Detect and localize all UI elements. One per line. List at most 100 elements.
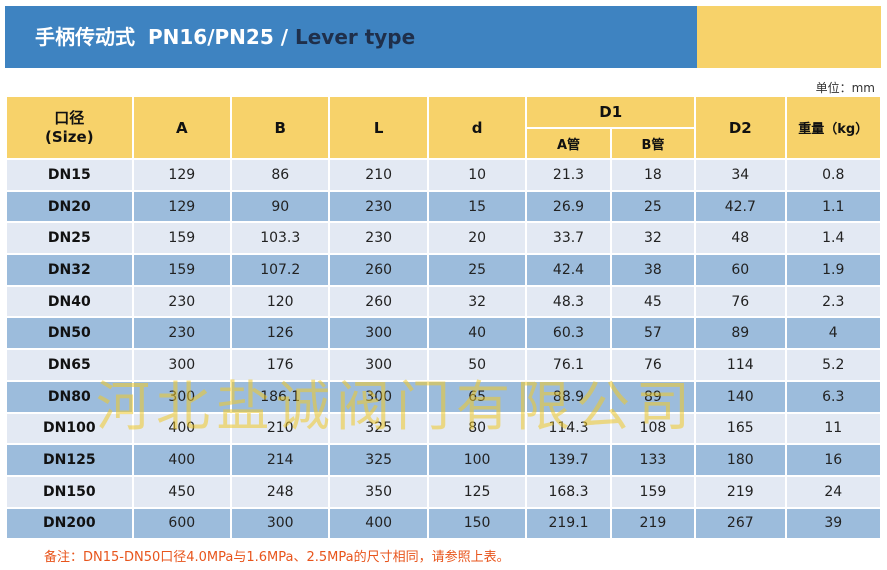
cell-d: 10 (428, 160, 526, 190)
unit-label: 单位：mm (815, 81, 875, 95)
cell-b: 103.3 (232, 223, 329, 254)
cell-dn: DN200 (7, 508, 132, 539)
cell-b: 214 (232, 445, 329, 475)
cell-dn: DN65 (7, 350, 132, 380)
cell-a: 300 (133, 350, 231, 380)
cell-d2: 42.7 (696, 191, 785, 222)
cell-a: 600 (133, 508, 231, 539)
cell-b: 86 (232, 160, 329, 190)
cell-a: 400 (133, 413, 231, 444)
cell-w: 24 (786, 476, 880, 507)
cell-w: 16 (786, 445, 880, 475)
table-row: DN150 450 248 350 125 168.3 159 219 24 (7, 476, 880, 507)
cell-dn: DN80 (7, 381, 132, 412)
cell-d1b: 89 (611, 381, 695, 412)
cell-d1b: 45 (611, 286, 695, 317)
cell-d1b: 57 (611, 318, 695, 349)
cell-d1a: 33.7 (527, 223, 610, 254)
table-row: DN40 230 120 260 32 48.3 45 76 2.3 (7, 286, 880, 317)
cell-d1b: 38 (611, 255, 695, 285)
cell-b: 248 (232, 476, 329, 507)
cell-d2: 165 (696, 413, 785, 444)
cell-d: 125 (428, 476, 526, 507)
cell-b: 107.2 (232, 255, 329, 285)
cell-d: 32 (428, 286, 526, 317)
cell-dn: DN20 (7, 191, 132, 222)
cell-d1a: 26.9 (527, 191, 610, 222)
cell-w: 1.9 (786, 255, 880, 285)
cell-d: 100 (428, 445, 526, 475)
cell-d1b: 159 (611, 476, 695, 507)
cell-dn: DN40 (7, 286, 132, 317)
header-size-en: (Size) (45, 127, 94, 146)
cell-d1a: 42.4 (527, 255, 610, 285)
cell-w: 1.1 (786, 191, 880, 222)
cell-dn: DN50 (7, 318, 132, 349)
cell-b: 126 (232, 318, 329, 349)
cell-a: 300 (133, 381, 231, 412)
cell-d1b: 25 (611, 191, 695, 222)
cell-d1b: 32 (611, 223, 695, 254)
cell-l: 350 (330, 476, 427, 507)
header-l: L (330, 97, 427, 158)
table-row: DN125 400 214 325 100 139.7 133 180 16 (7, 445, 880, 475)
cell-w: 4 (786, 318, 880, 349)
cell-d: 65 (428, 381, 526, 412)
cell-b: 176 (232, 350, 329, 380)
header-b: B (232, 97, 329, 158)
cell-dn: DN32 (7, 255, 132, 285)
table-row: DN25 159 103.3 230 20 33.7 32 48 1.4 (7, 223, 880, 254)
cell-d2: 219 (696, 476, 785, 507)
cell-a: 159 (133, 255, 231, 285)
cell-w: 2.3 (786, 286, 880, 317)
cell-w: 1.4 (786, 223, 880, 254)
table-row: DN200 600 300 400 150 219.1 219 267 39 (7, 508, 880, 539)
cell-d1b: 18 (611, 160, 695, 190)
dimension-table: 口径 (Size) A B L d D1 D2 重量（kg） A管 B管 DN1… (5, 95, 882, 540)
cell-d2: 60 (696, 255, 785, 285)
cell-l: 325 (330, 413, 427, 444)
cell-w: 11 (786, 413, 880, 444)
cell-d2: 114 (696, 350, 785, 380)
cell-d: 80 (428, 413, 526, 444)
cell-w: 5.2 (786, 350, 880, 380)
footnote: 备注：DN15-DN50口径4.0MPa与1.6MPa、2.5MPa的尺寸相同，… (44, 550, 510, 565)
cell-b: 90 (232, 191, 329, 222)
cell-d: 50 (428, 350, 526, 380)
cell-b: 210 (232, 413, 329, 444)
header-weight: 重量（kg） (786, 97, 880, 158)
cell-a: 450 (133, 476, 231, 507)
cell-d: 150 (428, 508, 526, 539)
cell-d: 40 (428, 318, 526, 349)
cell-a: 230 (133, 318, 231, 349)
cell-l: 300 (330, 318, 427, 349)
cell-l: 260 (330, 255, 427, 285)
cell-dn: DN15 (7, 160, 132, 190)
cell-l: 300 (330, 381, 427, 412)
cell-d: 25 (428, 255, 526, 285)
cell-a: 230 (133, 286, 231, 317)
cell-d1a: 21.3 (527, 160, 610, 190)
cell-a: 129 (133, 160, 231, 190)
header-size-cn: 口径 (54, 108, 85, 127)
cell-d2: 89 (696, 318, 785, 349)
cell-d1a: 88.9 (527, 381, 610, 412)
cell-w: 6.3 (786, 381, 880, 412)
title-banner: 手柄传动式 PN16/PN25 / Lever type (5, 6, 697, 68)
cell-b: 186.1 (232, 381, 329, 412)
title-english: Lever type (294, 25, 416, 49)
cell-a: 159 (133, 223, 231, 254)
header-d: d (428, 97, 526, 158)
cell-d1a: 139.7 (527, 445, 610, 475)
cell-d2: 180 (696, 445, 785, 475)
table-row: DN15 129 86 210 10 21.3 18 34 0.8 (7, 160, 880, 190)
table-row: DN80 300 186.1 300 65 88.9 89 140 6.3 (7, 381, 880, 412)
cell-dn: DN150 (7, 476, 132, 507)
cell-d: 15 (428, 191, 526, 222)
cell-d: 20 (428, 223, 526, 254)
header-d1-b-pipe: B管 (611, 129, 695, 158)
table-body: DN15 129 86 210 10 21.3 18 34 0.8 DN20 129 90 230 15 2… (7, 160, 880, 539)
table-row: DN100 400 210 325 80 114.3 108 165 11 (7, 413, 880, 444)
cell-d1a: 60.3 (527, 318, 610, 349)
cell-d2: 34 (696, 160, 785, 190)
